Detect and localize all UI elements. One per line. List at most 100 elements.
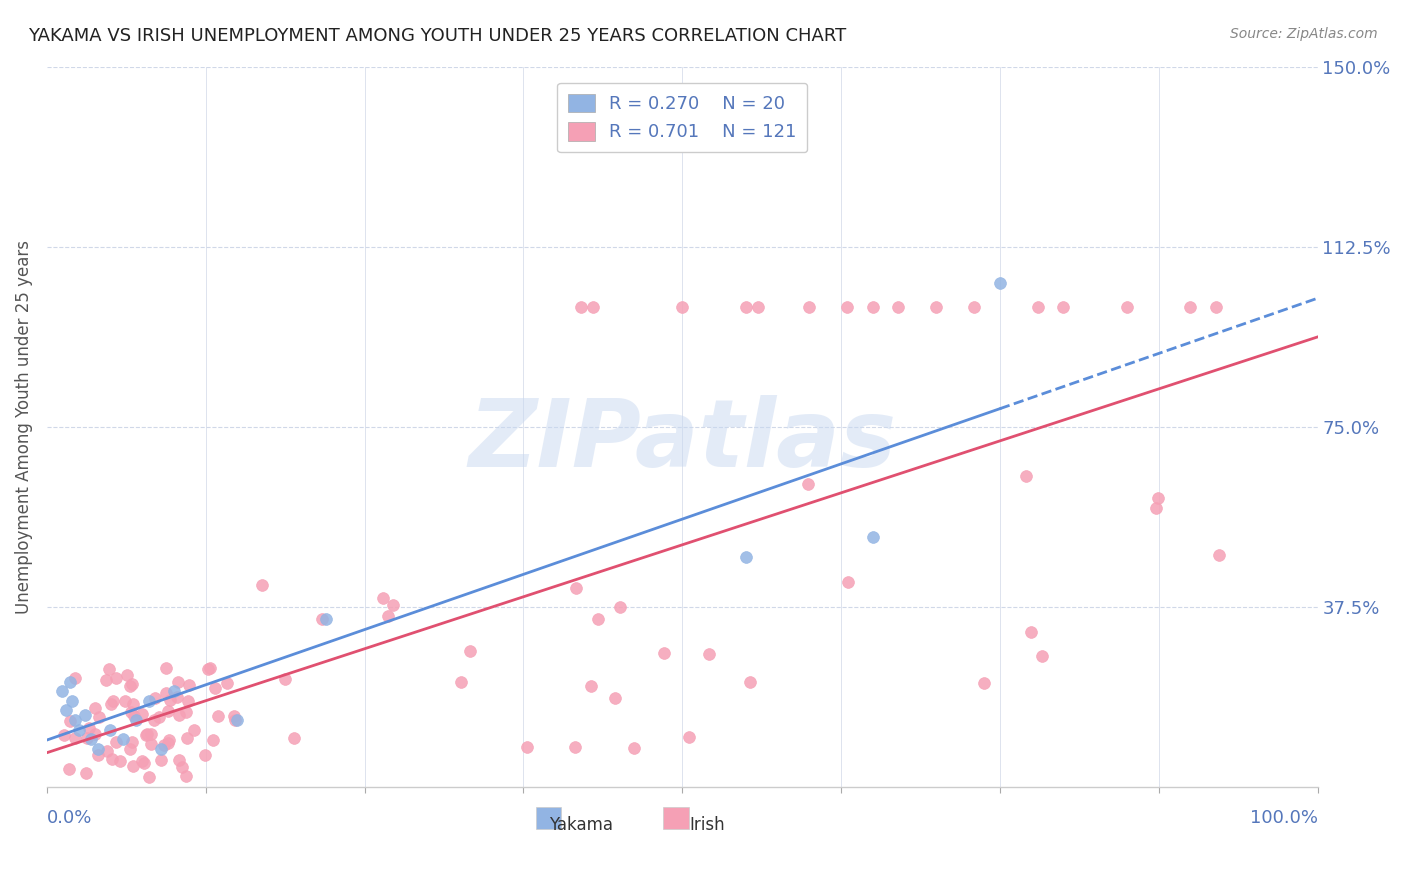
Point xyxy=(797,477,820,491)
Point xyxy=(166,690,188,704)
Point xyxy=(581,680,603,694)
Point xyxy=(183,723,205,738)
Point xyxy=(1180,300,1202,314)
Text: 0.0%: 0.0% xyxy=(46,809,93,827)
Point xyxy=(609,599,631,614)
Point xyxy=(382,599,405,613)
Point xyxy=(96,744,118,758)
Point xyxy=(1144,500,1167,515)
Point xyxy=(862,300,884,314)
Point xyxy=(697,648,720,662)
Point xyxy=(988,276,1011,290)
Point xyxy=(65,671,87,685)
Point xyxy=(108,754,131,768)
Point xyxy=(84,726,107,740)
Point xyxy=(138,694,160,708)
Point xyxy=(53,728,76,742)
Point xyxy=(63,713,86,727)
Point xyxy=(1208,548,1230,562)
Point xyxy=(174,769,197,783)
Point xyxy=(569,300,592,314)
Point xyxy=(121,677,143,691)
Point xyxy=(176,694,198,708)
Text: YAKAMA VS IRISH UNEMPLOYMENT AMONG YOUTH UNDER 25 YEARS CORRELATION CHART: YAKAMA VS IRISH UNEMPLOYMENT AMONG YOUTH… xyxy=(28,27,846,45)
Point xyxy=(887,300,910,314)
Point xyxy=(973,675,995,690)
Point xyxy=(122,709,145,723)
Point xyxy=(1116,300,1139,314)
Point xyxy=(153,738,176,752)
Point xyxy=(157,704,180,718)
Point xyxy=(734,549,756,564)
Point xyxy=(678,730,700,744)
Point xyxy=(157,735,180,749)
Point xyxy=(1052,300,1074,314)
Point xyxy=(862,530,884,544)
Point xyxy=(1205,300,1227,314)
Legend: R = 0.270    N = 20, R = 0.701    N = 121: R = 0.270 N = 20, R = 0.701 N = 121 xyxy=(557,83,807,153)
Point xyxy=(274,672,297,686)
Point xyxy=(224,713,246,727)
Point xyxy=(226,713,249,727)
Point xyxy=(167,708,190,723)
Point xyxy=(516,739,538,754)
Point xyxy=(564,740,586,755)
Point xyxy=(150,753,173,767)
Point xyxy=(121,759,143,773)
Point xyxy=(73,708,96,723)
Point xyxy=(1147,491,1170,506)
Point xyxy=(925,300,948,314)
Point xyxy=(138,770,160,784)
Point xyxy=(176,705,198,719)
Point xyxy=(222,709,245,723)
Point xyxy=(194,747,217,762)
Point xyxy=(118,679,141,693)
Point xyxy=(51,684,73,698)
Point xyxy=(77,721,100,735)
Point xyxy=(59,714,82,728)
Point xyxy=(59,674,82,689)
Point xyxy=(105,671,128,685)
Point xyxy=(125,713,148,727)
Point xyxy=(450,674,472,689)
Point xyxy=(603,691,626,706)
Point xyxy=(170,760,193,774)
Point xyxy=(150,741,173,756)
Point xyxy=(586,612,609,626)
Point xyxy=(799,300,821,314)
Point xyxy=(75,765,97,780)
Point xyxy=(837,574,859,589)
Point xyxy=(134,756,156,771)
Point xyxy=(201,733,224,747)
Point xyxy=(84,701,107,715)
Point xyxy=(217,676,239,690)
Point xyxy=(837,300,859,314)
Point xyxy=(143,690,166,705)
Point xyxy=(58,762,80,776)
Point xyxy=(122,697,145,711)
Point xyxy=(747,300,769,314)
Point xyxy=(163,684,186,698)
Point xyxy=(100,723,122,737)
Point xyxy=(734,300,756,314)
Point xyxy=(204,681,226,696)
Point xyxy=(963,300,986,314)
Point xyxy=(76,731,98,745)
Point xyxy=(179,677,201,691)
Point xyxy=(371,591,394,605)
Point xyxy=(98,662,121,676)
Point xyxy=(148,710,170,724)
Point xyxy=(176,731,198,746)
Point xyxy=(131,706,153,721)
Point xyxy=(120,705,142,719)
Point xyxy=(1015,469,1038,483)
Point xyxy=(311,612,333,626)
Point xyxy=(198,660,221,674)
Point xyxy=(623,741,645,756)
Point xyxy=(112,732,135,747)
Point xyxy=(207,709,229,723)
Point xyxy=(94,673,117,687)
Point xyxy=(55,703,77,717)
Point xyxy=(1021,624,1043,639)
Point xyxy=(131,754,153,768)
